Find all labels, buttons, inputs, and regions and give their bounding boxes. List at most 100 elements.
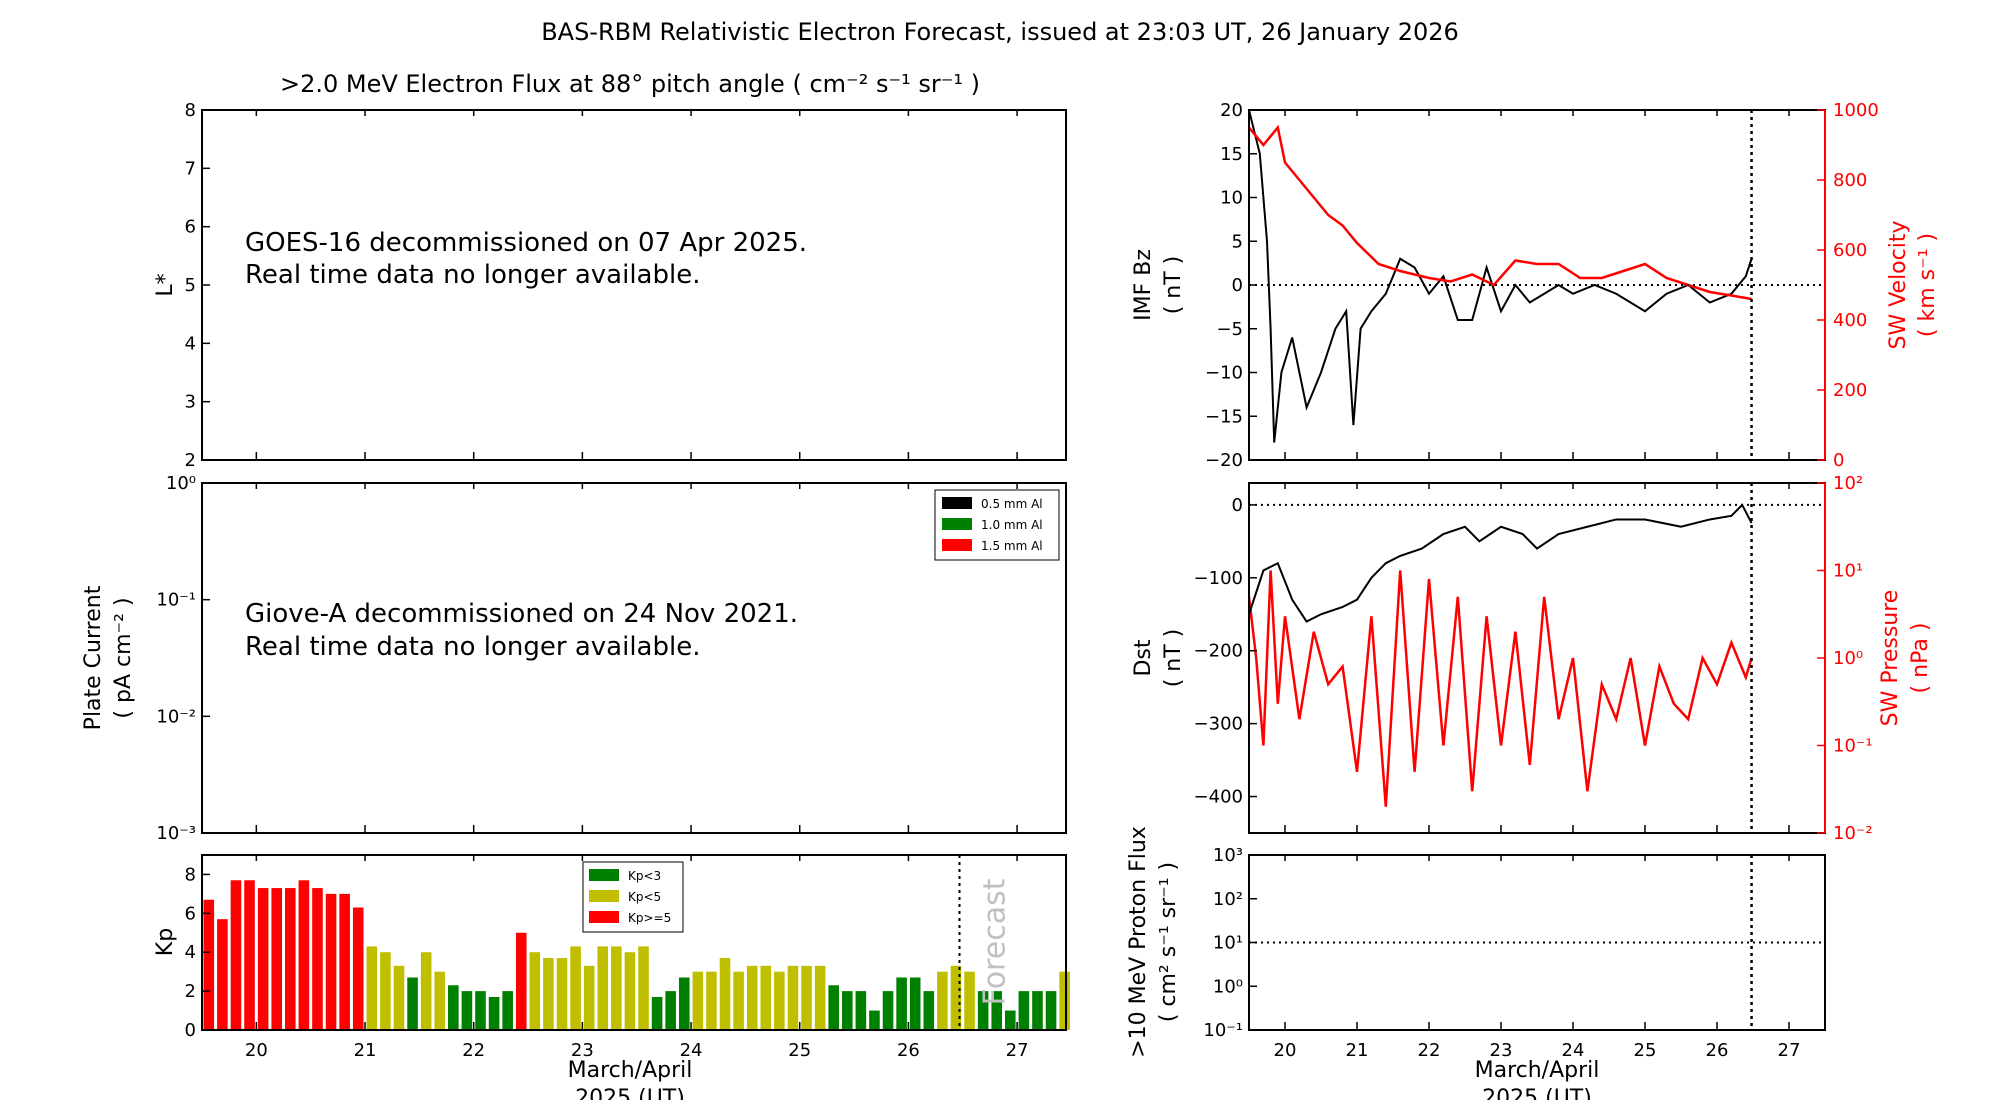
kp-bar (1005, 1010, 1016, 1030)
dst-x-ticks (1284, 483, 1790, 833)
flux-y-label: L* (153, 273, 178, 296)
y-tick-label: 10⁰ (166, 473, 196, 494)
dst-y2-label-line1: SW Pressure (1878, 590, 1903, 727)
proton-x-axis: 20 21 22 23 24 25 26 27 (1274, 855, 1801, 1061)
kp-bar (950, 965, 962, 1030)
y-tick-label: 10¹ (1833, 561, 1863, 582)
y-tick-label: 0 (1232, 495, 1243, 516)
proton-x-label-line2: 2025 (UT) (1482, 1086, 1592, 1100)
kp-bar (991, 991, 1003, 1030)
kp-bar (244, 880, 255, 1030)
y-tick-label: 6 (185, 903, 196, 924)
y-tick-label: −300 (1194, 714, 1243, 735)
kp-bar (203, 899, 215, 1030)
y-tick-label: 1000 (1833, 100, 1879, 121)
x-tick-label: 27 (1778, 1040, 1801, 1061)
kp-bar (964, 971, 975, 1030)
legend-label-1p0mm: 1.0 mm Al (981, 518, 1043, 532)
kp-bar (651, 996, 663, 1030)
dst-y-label-line2: ( nT ) (1161, 629, 1186, 688)
x-tick-label: 25 (788, 1040, 811, 1061)
dst-y2-axis: 10⁻² 10⁻¹ 10⁰ 10¹ 10² (1817, 473, 1873, 844)
kp-bar (461, 991, 473, 1030)
kp-bar (706, 971, 717, 1030)
legend-label-0p5mm: 0.5 mm Al (981, 497, 1043, 511)
y-tick-label: −20 (1205, 450, 1243, 471)
imf-y-label-line2: ( nT ) (1161, 256, 1186, 315)
kp-bar (692, 971, 704, 1030)
imf-y-axis: −20 −15 −10 −5 0 5 10 15 20 (1205, 100, 1257, 471)
kp-bar (434, 971, 446, 1030)
plate-legend: 0.5 mm Al 1.0 mm Al 1.5 mm Al (934, 489, 1060, 561)
kp-bar (583, 965, 595, 1030)
y-tick-label: 10² (1213, 889, 1243, 910)
y-tick-label: 0 (185, 1020, 196, 1041)
x-tick-label: 25 (1634, 1040, 1657, 1061)
kp-bar (733, 971, 744, 1030)
kp-bar (366, 946, 378, 1030)
x-tick-label: 27 (1006, 1040, 1029, 1061)
y-tick-label: 20 (1220, 100, 1243, 121)
kp-bars (203, 880, 1070, 1030)
dst-y2-label-line2: ( nPa ) (1908, 623, 1933, 694)
y-tick-label: 200 (1833, 380, 1867, 401)
flux-panel: >2.0 MeV Electron Flux at 88° pitch angl… (153, 70, 1067, 471)
legend-swatch-1p0mm (942, 518, 972, 530)
y-tick-label: −5 (1216, 319, 1243, 340)
kp-bar (543, 958, 554, 1030)
legend-swatch-kp-ge5 (589, 911, 619, 923)
y-tick-label: 2 (185, 450, 196, 471)
legend-label-kp-lt5: Kp<5 (628, 890, 661, 904)
kp-bar (257, 888, 269, 1030)
kp-bar (312, 888, 323, 1030)
imf-lines (1249, 110, 1753, 443)
kp-bar (896, 977, 907, 1030)
kp-x-label-line1: March/April (568, 1058, 693, 1083)
kp-bar (298, 880, 310, 1030)
kp-bar (475, 991, 486, 1030)
legend-label-kp-ge5: Kp>=5 (628, 911, 671, 925)
kp-bar (746, 965, 758, 1030)
x-tick-label: 22 (1418, 1040, 1441, 1061)
kp-bar (882, 991, 894, 1030)
proton-x-label-line1: March/April (1475, 1058, 1600, 1083)
y-tick-label: 10⁻¹ (1203, 1020, 1243, 1041)
imf-y-label-line1: IMF Bz (1131, 249, 1156, 321)
y-tick-label: 6 (185, 217, 196, 238)
imf-y2-label-line2: ( km s⁻¹ ) (1915, 233, 1940, 337)
legend-swatch-kp-lt3 (589, 869, 619, 881)
kp-bar (937, 971, 948, 1030)
proton-panel: 10⁻¹ 10⁰ 10¹ 10² 10³ 20 21 22 23 24 25 26 27 >10 Me… (1126, 826, 1826, 1100)
kp-legend: Kp<3 Kp<5 Kp>=5 (582, 861, 684, 933)
kp-forecast-label: Forecast (977, 878, 1012, 1005)
y-tick-label: 5 (1232, 231, 1243, 252)
y-tick-label: 10⁰ (1833, 648, 1863, 669)
kp-bar (393, 965, 405, 1030)
kp-bar (271, 888, 283, 1030)
kp-bar (230, 880, 242, 1030)
y-tick-label: 7 (185, 158, 196, 179)
kp-bar (217, 919, 228, 1030)
y-tick-label: 2 (185, 981, 196, 1002)
kp-bar (869, 1010, 880, 1030)
y-tick-label: −400 (1194, 787, 1243, 808)
sw-velocity-line (1249, 124, 1752, 301)
legend-swatch-kp-lt5 (589, 890, 619, 902)
kp-bar (1059, 971, 1070, 1030)
proton-y-label-line2: ( cm² s⁻¹ sr⁻¹ ) (1156, 862, 1181, 1022)
kp-bar (285, 888, 296, 1030)
kp-x-axis: 20 21 22 23 24 25 26 27 (245, 855, 1029, 1061)
kp-bar (909, 977, 921, 1030)
legend-swatch-1p5mm (942, 539, 972, 551)
y-tick-label: 10⁻³ (156, 823, 196, 844)
plate-notice-line1: Giove-A decommissioned on 24 Nov 2021. (245, 599, 798, 629)
y-tick-label: −200 (1194, 641, 1243, 662)
legend-label-kp-lt3: Kp<3 (628, 869, 661, 883)
kp-bar (719, 958, 731, 1030)
sw-pressure-line (1249, 570, 1753, 807)
kp-bar (597, 946, 609, 1030)
plate-y-axis: 10⁻³ 10⁻² 10⁻¹ 10⁰ (156, 473, 210, 844)
y-tick-label: 0 (1232, 275, 1243, 296)
kp-bar (828, 985, 839, 1030)
kp-bar (801, 965, 812, 1030)
